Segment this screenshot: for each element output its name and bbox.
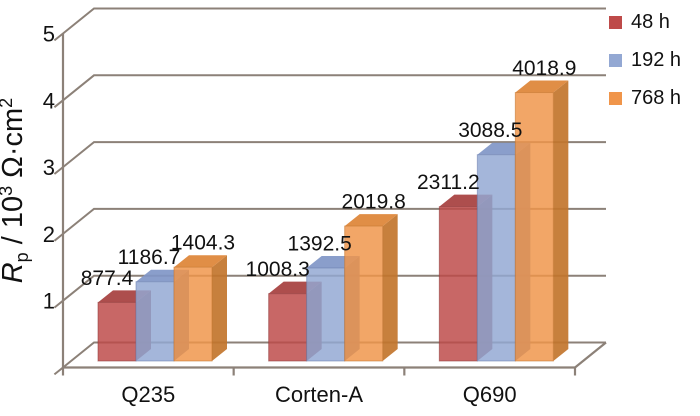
gridline-3 bbox=[53, 141, 606, 175]
y-tick-label-1: 1 bbox=[43, 289, 55, 314]
x-category-labels: Q235 Corten-A Q690 bbox=[121, 382, 516, 407]
y-axis-title-exponent: 3 bbox=[0, 186, 16, 196]
bar-side-face bbox=[553, 80, 569, 362]
value-label-768h-Q235: 1404.3 bbox=[171, 232, 235, 255]
axis-frame bbox=[61, 33, 607, 376]
value-label-48h-Q235: 877.4 bbox=[81, 267, 134, 290]
bar-top-face bbox=[344, 214, 398, 227]
value-label-192h-Q690: 3088.5 bbox=[458, 119, 522, 142]
gridline-2 bbox=[53, 207, 606, 242]
legend-swatch-icon bbox=[609, 15, 622, 29]
value-label-768h-Q690: 4018.9 bbox=[512, 57, 576, 80]
bar-front-face bbox=[476, 154, 516, 362]
y-tick-label-5: 5 bbox=[43, 22, 55, 47]
y-axis-title: Rp / 103 Ω·cm2 bbox=[0, 76, 32, 315]
x-axis-depth-line bbox=[574, 341, 607, 369]
y-axis-title-subscript: p bbox=[12, 252, 32, 262]
bars bbox=[97, 80, 569, 362]
bar-front-face bbox=[97, 301, 137, 362]
value-label-192h-Q235: 1186.7 bbox=[118, 246, 181, 269]
value-label-48h-Q690: 2311.2 bbox=[417, 171, 480, 194]
x-category-label-Q690: Q690 bbox=[463, 382, 517, 407]
y-axis-title-unit-exponent: 2 bbox=[0, 98, 16, 108]
legend-swatch-icon bbox=[609, 91, 622, 105]
legend-item-192h: 192 h bbox=[609, 49, 681, 71]
legend-label: 48 h bbox=[631, 11, 670, 33]
bar-top-face bbox=[174, 255, 227, 268]
legend-item-768h: 768 h bbox=[609, 87, 681, 109]
legend-label: 768 h bbox=[631, 87, 682, 109]
y-tick-labels: 1 2 3 4 5 bbox=[43, 22, 55, 314]
value-label-768h-Corten-A: 2019.8 bbox=[342, 191, 406, 214]
legend: 48 h 192 h 768 h bbox=[609, 11, 681, 109]
gridline-5 bbox=[53, 7, 606, 42]
bar-768h-Corten-A bbox=[344, 214, 398, 362]
bar-768h-Q690 bbox=[514, 80, 569, 362]
bar-front-face bbox=[268, 293, 308, 362]
bar-front-face bbox=[344, 225, 384, 362]
legend-label: 192 h bbox=[631, 49, 682, 71]
bar-front-face bbox=[306, 267, 346, 362]
y-tick-label-4: 4 bbox=[43, 88, 55, 113]
bar-front-face bbox=[514, 92, 554, 362]
bar-768h-Q235 bbox=[173, 255, 227, 362]
y-axis-title-unit: Ω·cm bbox=[0, 108, 29, 186]
y-axis-title-symbol: R bbox=[0, 262, 29, 283]
bar-top-face bbox=[515, 80, 569, 93]
bar-front-face bbox=[135, 281, 175, 362]
bar-side-face bbox=[382, 214, 398, 361]
legend-swatch-icon bbox=[609, 53, 622, 67]
gridline-4 bbox=[53, 74, 606, 108]
legend-item-48h: 48 h bbox=[609, 11, 681, 33]
x-category-label-Q235: Q235 bbox=[121, 382, 175, 407]
bar-side-face bbox=[212, 255, 227, 361]
value-label-48h-Corten-A: 1008.3 bbox=[246, 258, 310, 281]
bar-front-face bbox=[438, 206, 478, 362]
bar-front-face bbox=[173, 266, 213, 362]
value-label-192h-Corten-A: 1392.5 bbox=[288, 232, 352, 255]
x-category-label-Corten-A: Corten-A bbox=[275, 382, 363, 407]
y-tick-label-3: 3 bbox=[43, 155, 55, 180]
y-axis-title-divider: / 10 bbox=[0, 196, 29, 252]
y-tick-label-2: 2 bbox=[43, 222, 55, 247]
